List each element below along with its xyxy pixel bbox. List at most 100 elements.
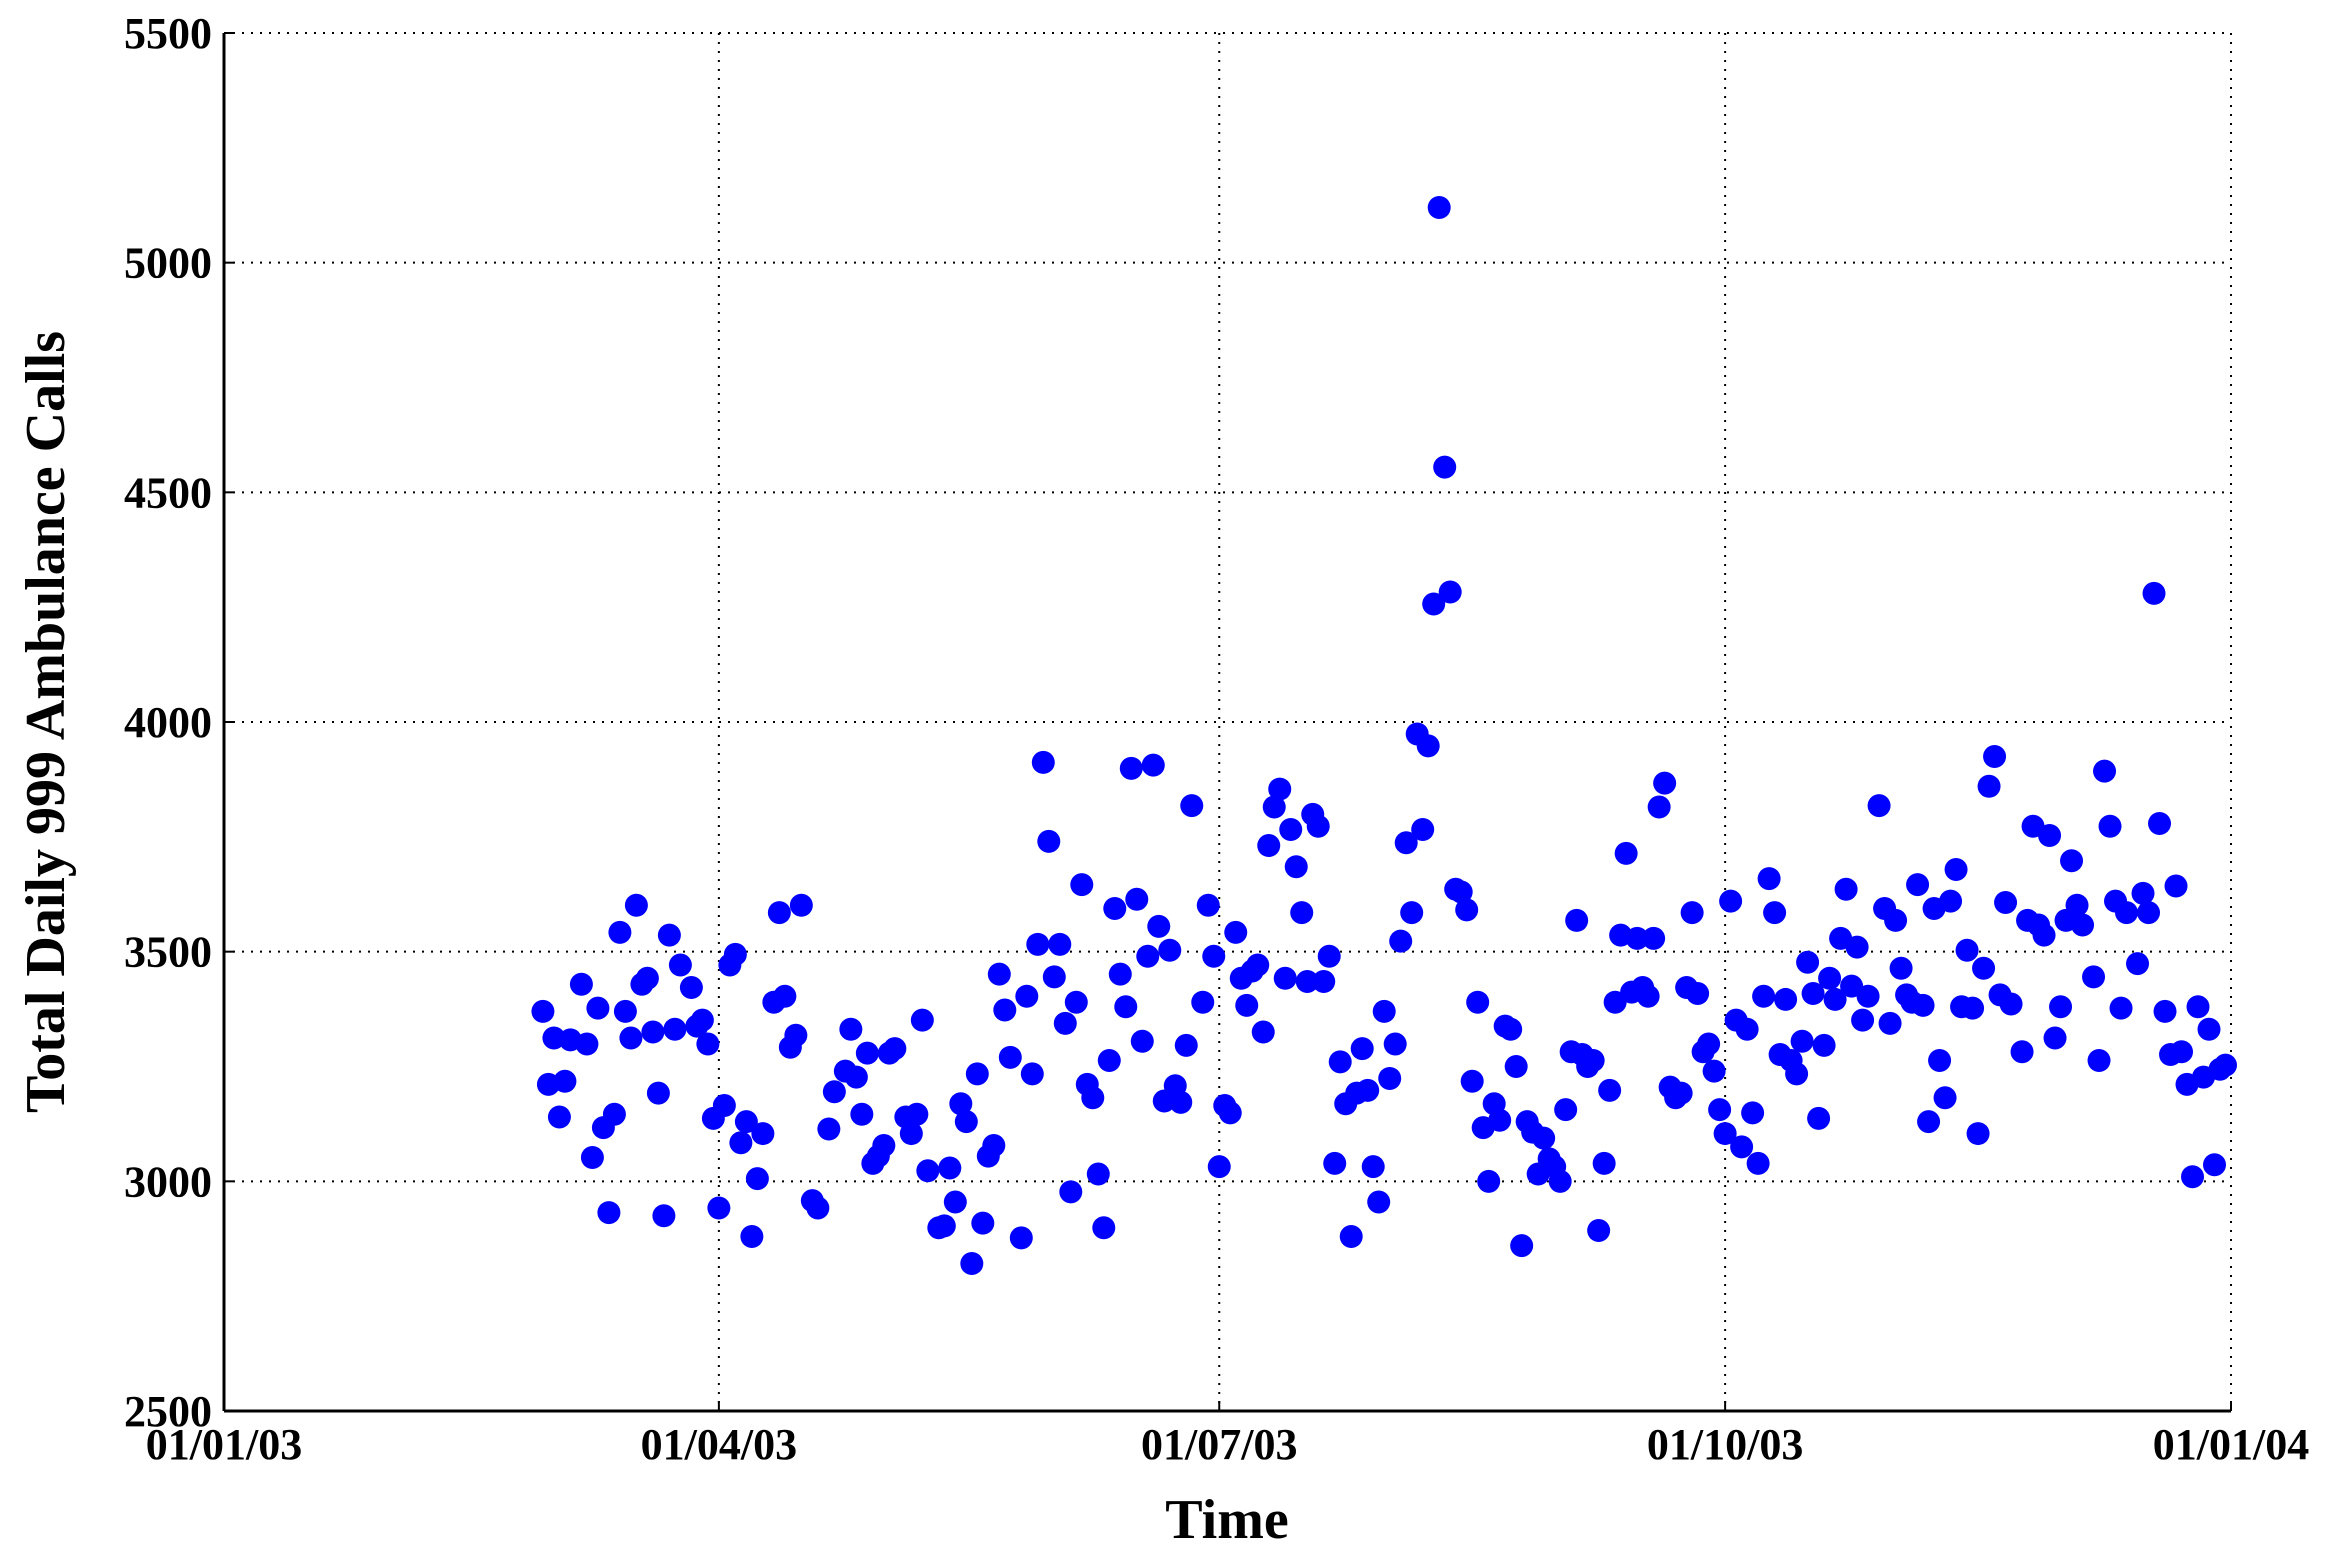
point (2197, 1017, 2221, 1041)
point (1306, 814, 1330, 838)
point (1086, 1162, 1110, 1186)
point (1169, 1090, 1193, 1114)
point (1273, 966, 1297, 990)
point (1845, 935, 1869, 959)
point (1141, 753, 1165, 777)
point (806, 1196, 830, 1220)
point (723, 942, 747, 966)
point (1961, 996, 1985, 1020)
point (1389, 929, 1413, 953)
point (1851, 1008, 1875, 1032)
point (1581, 1049, 1605, 1073)
point (1339, 1224, 1363, 1248)
point (553, 1069, 577, 1093)
point (734, 1110, 758, 1134)
point (2170, 1040, 2194, 1064)
point (1741, 1101, 1765, 1125)
point (597, 1201, 621, 1225)
point (987, 962, 1011, 986)
point (1686, 981, 1710, 1005)
point (822, 1080, 846, 1104)
point (938, 1156, 962, 1180)
point (608, 920, 632, 944)
point (916, 1159, 940, 1183)
point (1031, 750, 1055, 774)
point (1174, 1033, 1198, 1057)
x-tick-label: 01/10/03 (1647, 1420, 1803, 1469)
point (1053, 1011, 1077, 1035)
point (712, 1094, 736, 1118)
point (1411, 817, 1435, 841)
point (1917, 1110, 1941, 1134)
point (1488, 1108, 1512, 1132)
point (1103, 896, 1127, 920)
point (1603, 990, 1627, 1014)
point (1933, 1086, 1957, 1110)
y-tick-label: 4000 (124, 698, 212, 747)
point (1713, 1122, 1737, 1146)
point (1218, 1101, 1242, 1125)
point (1719, 889, 1743, 913)
point (2181, 1165, 2205, 1189)
point (1823, 987, 1847, 1011)
point (613, 999, 637, 1023)
point (1867, 794, 1891, 818)
point (1801, 981, 1825, 1005)
point (1290, 901, 1314, 925)
point (932, 1214, 956, 1238)
point (652, 1204, 676, 1228)
y-tick-label: 5000 (124, 239, 212, 288)
point (1647, 795, 1671, 819)
point (2186, 995, 2210, 1019)
point (679, 975, 703, 999)
point (1840, 974, 1864, 998)
point (1906, 873, 1930, 897)
point (1114, 995, 1138, 1019)
point (707, 1196, 731, 1220)
point (789, 893, 813, 917)
point (1372, 999, 1396, 1023)
point (773, 984, 797, 1008)
point (1092, 1216, 1116, 1240)
point (1614, 841, 1638, 865)
point (1928, 1049, 1952, 1073)
point (1361, 1155, 1385, 1179)
point (1708, 1098, 1732, 1122)
point (1911, 993, 1935, 1017)
point (690, 1008, 714, 1032)
point (1757, 867, 1781, 891)
point (2131, 881, 2155, 905)
point (1191, 990, 1215, 1014)
point (1598, 1078, 1622, 1102)
point (954, 1110, 978, 1134)
point (1554, 1098, 1578, 1122)
point (1856, 984, 1880, 1008)
y-tick-label: 5500 (124, 9, 212, 58)
point (1592, 1151, 1616, 1175)
point (2153, 999, 2177, 1023)
point (1350, 1037, 1374, 1061)
point (1356, 1078, 1380, 1102)
point (2142, 581, 2166, 605)
point (2098, 814, 2122, 838)
y-axis-title: Total Daily 999 Ambulance Calls (15, 331, 77, 1113)
point (624, 893, 648, 917)
point (2214, 1053, 2238, 1077)
point (993, 998, 1017, 1022)
point (982, 1134, 1006, 1158)
point (1108, 962, 1132, 986)
point (1752, 984, 1776, 1008)
point (1466, 990, 1490, 1014)
point (1433, 455, 1457, 479)
point (586, 996, 610, 1020)
point (960, 1252, 984, 1276)
point (1796, 950, 1820, 974)
point (1735, 1017, 1759, 1041)
point (657, 923, 681, 947)
y-tick-label: 3500 (124, 928, 212, 977)
point (1504, 1055, 1528, 1078)
point (569, 972, 593, 996)
point (1587, 1218, 1611, 1242)
point (2126, 952, 2150, 976)
